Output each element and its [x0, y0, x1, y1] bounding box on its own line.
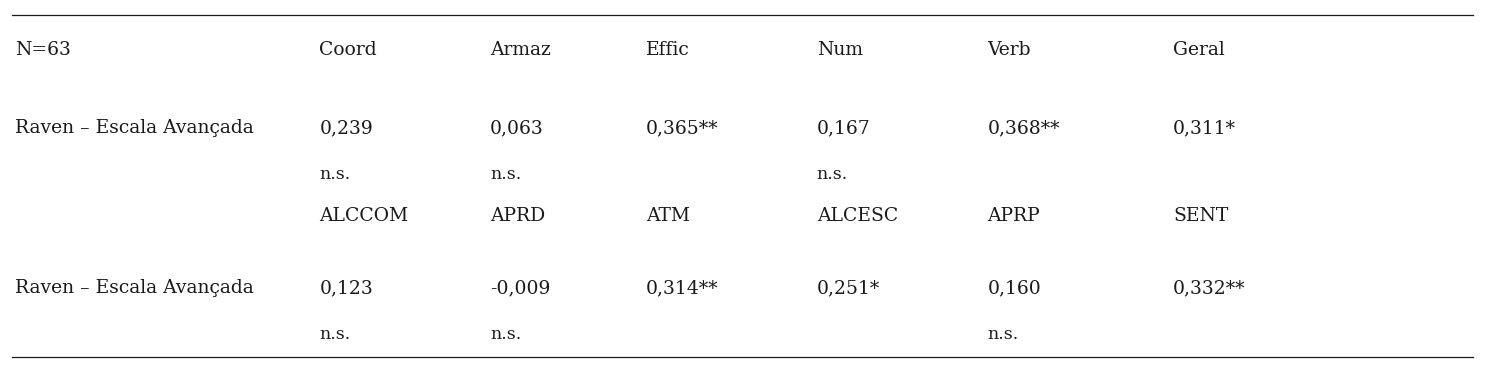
Text: Verb: Verb [988, 41, 1031, 59]
Text: Num: Num [817, 41, 863, 59]
Text: ALCESC: ALCESC [817, 207, 898, 225]
Text: Raven – Escala Avançada: Raven – Escala Avançada [15, 119, 254, 137]
Text: ATM: ATM [646, 207, 691, 225]
Text: n.s.: n.s. [490, 326, 521, 343]
Text: SENT: SENT [1173, 207, 1228, 225]
Text: Armaz: Armaz [490, 41, 551, 59]
Text: 0,332**: 0,332** [1173, 279, 1246, 297]
Text: 0,123: 0,123 [319, 279, 373, 297]
Text: n.s.: n.s. [988, 326, 1019, 343]
Text: 0,251*: 0,251* [817, 279, 881, 297]
Text: APRD: APRD [490, 207, 545, 225]
Text: n.s.: n.s. [490, 166, 521, 183]
Text: 0,239: 0,239 [319, 119, 373, 137]
Text: 0,311*: 0,311* [1173, 119, 1236, 137]
Text: 0,063: 0,063 [490, 119, 544, 137]
Text: -0,009: -0,009 [490, 279, 551, 297]
Text: 0,368**: 0,368** [988, 119, 1060, 137]
Text: n.s.: n.s. [319, 326, 350, 343]
Text: n.s.: n.s. [817, 166, 848, 183]
Text: n.s.: n.s. [319, 166, 350, 183]
Text: 0,314**: 0,314** [646, 279, 719, 297]
Text: 0,160: 0,160 [988, 279, 1041, 297]
Text: Raven – Escala Avançada: Raven – Escala Avançada [15, 279, 254, 297]
Text: N=63: N=63 [15, 41, 71, 59]
Text: Geral: Geral [1173, 41, 1225, 59]
Text: 0,167: 0,167 [817, 119, 870, 137]
Text: APRP: APRP [988, 207, 1040, 225]
Text: Coord: Coord [319, 41, 377, 59]
Text: 0,365**: 0,365** [646, 119, 719, 137]
Text: Effic: Effic [646, 41, 689, 59]
Text: ALCCOM: ALCCOM [319, 207, 408, 225]
